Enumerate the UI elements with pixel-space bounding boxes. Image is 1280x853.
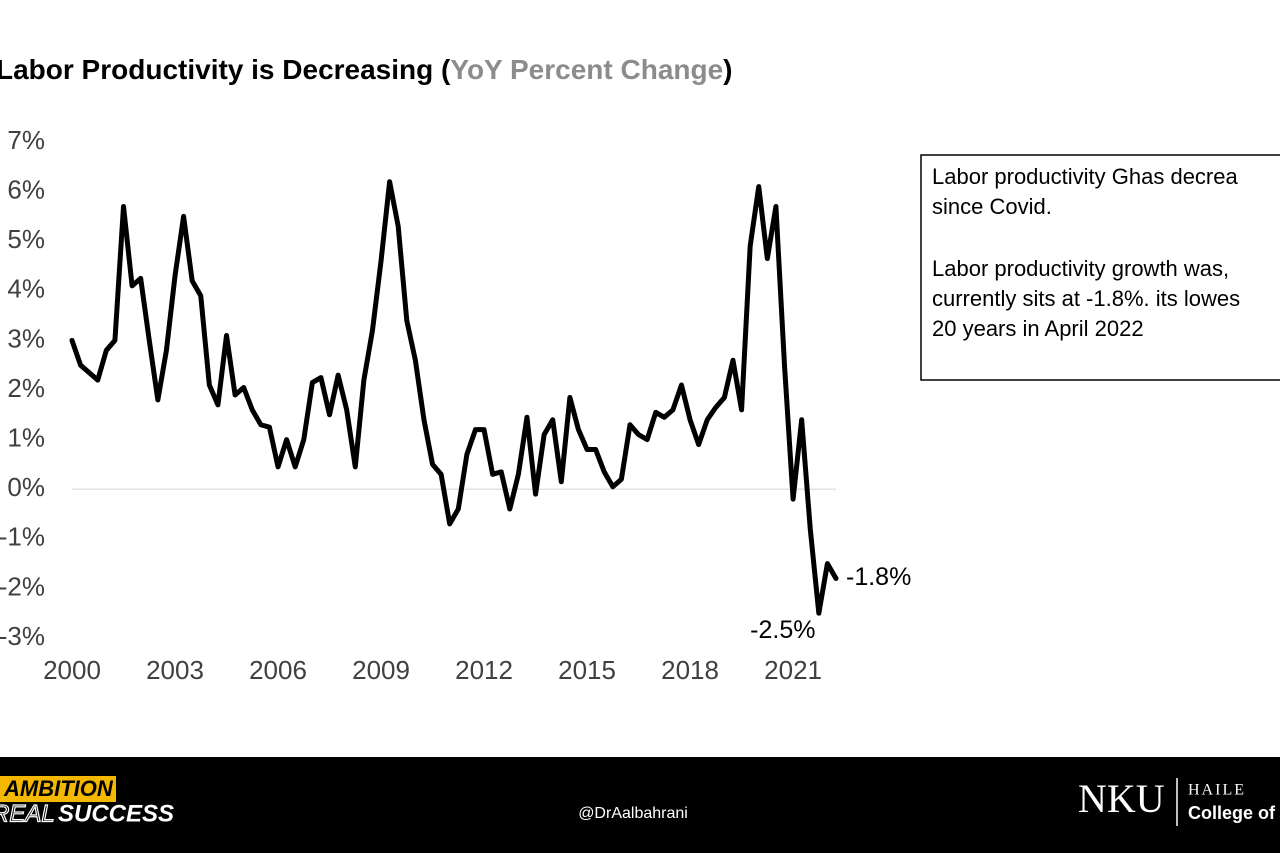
slogan: AMBITION (3, 776, 114, 801)
x-tick-label: 2000 (43, 655, 101, 685)
value-label: -1.8% (846, 563, 911, 591)
x-tick-label: 2009 (352, 655, 410, 685)
y-tick-label: 2% (7, 373, 45, 403)
y-tick-label: -2% (0, 571, 45, 601)
x-tick-label: 2015 (558, 655, 616, 685)
title-part: ) (723, 54, 732, 85)
x-tick-label: 2006 (249, 655, 307, 685)
y-tick-label: -1% (0, 522, 45, 552)
x-tick-label: 2012 (455, 655, 513, 685)
slogan-badge (0, 776, 116, 802)
school: HAILE (1188, 782, 1246, 799)
x-tick-label: 2021 (764, 655, 822, 685)
note-text: 20 years in April 2022 (932, 316, 1144, 341)
x-tick-label: 2003 (146, 655, 204, 685)
note-text: currently sits at -1.8%. its lowes (932, 286, 1240, 311)
y-tick-label: -3% (0, 621, 45, 651)
y-tick-label: 5% (7, 224, 45, 254)
y-tick-label: 6% (7, 174, 45, 204)
y-tick-label: 3% (7, 323, 45, 353)
footer-band (0, 757, 1280, 853)
note-box (920, 154, 1280, 381)
title-part: Labor Productivity is Decreasing ( (0, 54, 451, 85)
note-text: Labor productivity Ghas decrea (932, 164, 1238, 189)
y-tick-label: 7% (7, 125, 45, 155)
value-label: -2.5% (750, 616, 815, 644)
handle: @DrAalbahrani (578, 805, 688, 822)
y-tick-label: 0% (7, 472, 45, 502)
slogan: SUCCESS (58, 800, 174, 827)
y-tick-label: 1% (7, 422, 45, 452)
y-tick-label: 4% (7, 274, 45, 304)
x-tick-label: 2018 (661, 655, 719, 685)
line (69, 179, 839, 616)
slogan: REAL (0, 800, 55, 827)
logo: NKU (1078, 776, 1165, 821)
note-text: since Covid. (932, 194, 1052, 219)
school: College of (1188, 803, 1276, 823)
note-text: Labor productivity growth was, (932, 256, 1229, 281)
title-part: YoY Percent Change (450, 54, 723, 85)
chart-title: Labor Productivity is Decreasing (YoY Pe… (0, 54, 733, 85)
